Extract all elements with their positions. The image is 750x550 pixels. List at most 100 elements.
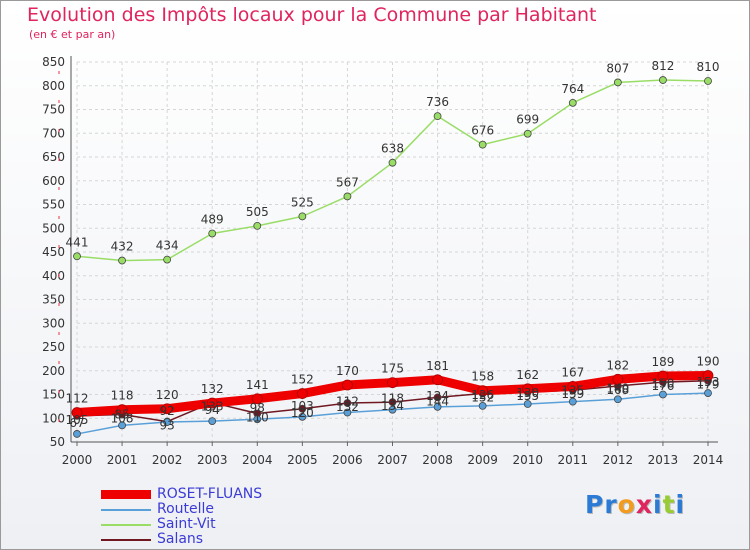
y-tick-label: 250 — [42, 340, 65, 354]
x-tick-label: 2001 — [107, 453, 138, 467]
data-label-saint-vit: 807 — [606, 61, 629, 75]
data-point-routelle — [253, 415, 262, 424]
data-point-routelle — [118, 421, 126, 430]
logo-letter: P — [585, 490, 605, 519]
data-label-saint-vit: 505 — [246, 205, 269, 219]
data-point-saint-vit — [73, 252, 81, 261]
chart-title: Evolution des Impôts locaux pour la Comm… — [27, 4, 597, 26]
legend-swatch-roset-fluans — [101, 490, 151, 499]
data-label-roset-fluans: 120 — [156, 388, 179, 402]
logo-letter: o — [617, 490, 636, 519]
legend-item-routelle[interactable]: Routelle — [101, 501, 321, 517]
y-tick-label: 50 — [50, 435, 65, 449]
x-tick-label: 2009 — [467, 453, 498, 467]
chart-subtitle: (en € et par an) — [29, 28, 116, 41]
data-point-saint-vit — [343, 192, 352, 201]
legend-item-roset-fluans[interactable]: ROSET-FLUANS — [101, 486, 321, 502]
data-label-roset-fluans: 189 — [651, 355, 674, 369]
data-point-salans — [298, 404, 307, 413]
y-tick-label: 150 — [42, 388, 65, 402]
data-point-salans — [343, 399, 352, 407]
data-point-routelle — [523, 400, 532, 408]
data-label-roset-fluans: 190 — [697, 355, 720, 369]
data-label-routelle: 98 — [250, 401, 265, 415]
data-point-routelle — [659, 390, 667, 399]
data-point-roset-fluans — [206, 397, 218, 409]
x-tick-label: 2011 — [558, 453, 589, 467]
data-label-salans: 155 — [516, 389, 539, 403]
data-point-routelle — [388, 405, 397, 414]
data-point-salans — [388, 398, 397, 407]
data-label-roset-fluans: 182 — [606, 358, 629, 372]
data-point-routelle — [613, 395, 622, 404]
data-point-routelle — [298, 412, 307, 421]
y-tick-label: 500 — [42, 221, 65, 235]
data-label-routelle: 118 — [381, 392, 404, 406]
legend-label-salans: Salans — [157, 531, 204, 547]
data-label-saint-vit: 525 — [291, 195, 314, 209]
data-point-salans — [433, 393, 442, 402]
x-tick-label: 2008 — [422, 453, 453, 467]
data-label-routelle: 126 — [471, 388, 494, 402]
data-label-salans: 176 — [651, 379, 674, 393]
data-point-saint-vit — [478, 140, 487, 149]
y-tick-label: 650 — [42, 150, 65, 164]
data-label-salans: 93 — [160, 419, 175, 433]
data-label-roset-fluans: 162 — [516, 368, 539, 382]
data-label-salans: 120 — [291, 406, 314, 420]
proxiti-logo: Proxiti — [585, 490, 685, 519]
x-tick-label: 2013 — [648, 453, 679, 467]
x-tick-label: 2006 — [332, 453, 363, 467]
legend-item-saint-vit[interactable]: Saint-Vit — [101, 516, 321, 532]
data-point-saint-vit — [568, 98, 577, 107]
y-tick-label: 350 — [42, 293, 65, 307]
x-tick-label: 2014 — [693, 453, 724, 467]
data-label-roset-fluans: 118 — [111, 389, 134, 403]
data-label-saint-vit: 489 — [201, 212, 224, 226]
data-label-roset-fluans: 132 — [201, 382, 224, 396]
data-point-saint-vit — [704, 77, 712, 85]
data-label-layer: 112 118 120 132 141 152 170 175 181 158 162 167 182 1… — [66, 59, 720, 433]
data-label-salans: 144 — [426, 394, 449, 408]
y-tick-label: 100 — [42, 411, 65, 425]
data-point-roset-fluans — [522, 383, 534, 395]
data-point-roset-fluans — [251, 393, 263, 405]
data-point-routelle — [163, 418, 172, 426]
data-point-saint-vit — [613, 78, 622, 87]
data-label-salans: 134 — [381, 399, 404, 413]
data-label-roset-fluans: 112 — [66, 392, 89, 406]
legend-swatch-routelle — [101, 509, 151, 511]
y-tick-label: 750 — [42, 103, 65, 117]
legend-item-salans[interactable]: Salans — [101, 531, 321, 547]
data-label-saint-vit: 434 — [156, 239, 179, 253]
data-label-saint-vit: 432 — [111, 240, 134, 254]
data-label-salans: 105 — [66, 413, 89, 427]
data-point-routelle — [704, 389, 712, 397]
data-label-routelle: 94 — [205, 403, 220, 417]
legend-swatch-salans — [101, 539, 151, 541]
y-tick-label: 200 — [42, 364, 65, 378]
data-point-roset-fluans — [71, 407, 83, 418]
data-label-saint-vit: 764 — [561, 82, 584, 96]
data-label-routelle: 85 — [114, 407, 129, 421]
data-label-roset-fluans: 175 — [381, 362, 404, 376]
legend-label-routelle: Routelle — [157, 501, 215, 517]
data-label-routelle: 92 — [160, 404, 175, 418]
data-point-routelle — [478, 401, 487, 410]
data-point-routelle — [73, 430, 81, 438]
data-point-saint-vit — [659, 76, 667, 84]
y-tick-label: 700 — [42, 126, 65, 140]
data-point-routelle — [433, 402, 442, 411]
data-label-saint-vit: 736 — [426, 95, 449, 109]
data-point-saint-vit — [208, 229, 217, 238]
data-label-roset-fluans: 167 — [561, 365, 584, 379]
x-tick-label: 2007 — [377, 453, 408, 467]
data-point-routelle — [208, 417, 217, 426]
data-point-roset-fluans — [567, 381, 579, 392]
y-tick-label: 850 — [42, 55, 65, 69]
data-point-roset-fluans — [387, 377, 398, 389]
y-tick-label: 600 — [42, 174, 65, 188]
logo-letter: i — [675, 490, 686, 519]
data-label-saint-vit: 699 — [516, 113, 539, 127]
